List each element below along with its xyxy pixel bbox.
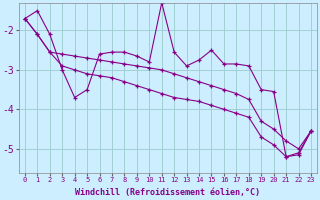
X-axis label: Windchill (Refroidissement éolien,°C): Windchill (Refroidissement éolien,°C) bbox=[76, 188, 260, 197]
